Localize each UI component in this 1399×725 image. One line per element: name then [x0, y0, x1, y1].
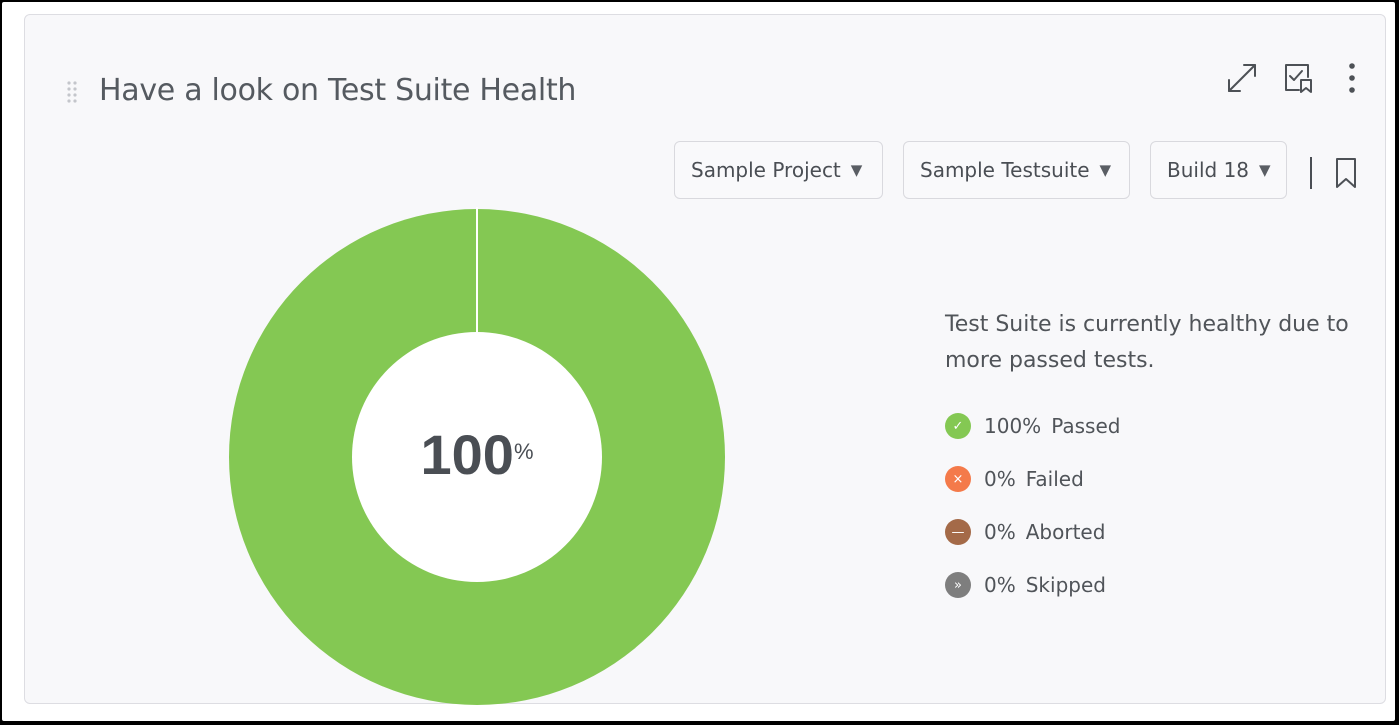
- health-donut-chart: 100%: [229, 207, 725, 705]
- legend-label: Aborted: [1025, 520, 1106, 544]
- legend-pct: 0%: [984, 467, 1016, 491]
- testsuite-dropdown[interactable]: Sample Testsuite ▼: [903, 141, 1130, 199]
- legend-label: Skipped: [1025, 573, 1106, 597]
- expand-icon[interactable]: [1225, 61, 1259, 95]
- health-summary-text: Test Suite is currently healthy due to m…: [945, 312, 1349, 373]
- legend-item-failed: × 0% Failed: [945, 464, 1084, 494]
- svg-text:100%: 100%: [421, 423, 534, 486]
- skipped-chevrons-icon: »: [945, 572, 971, 598]
- legend-item-passed: ✓ 100% Passed: [945, 411, 1120, 441]
- passed-check-icon: ✓: [945, 413, 971, 439]
- legend-pct: 0%: [984, 520, 1016, 544]
- checklist-bookmark-icon[interactable]: [1281, 61, 1315, 95]
- drag-handle-icon[interactable]: [67, 81, 77, 103]
- legend-pct: 100%: [984, 414, 1042, 438]
- toolbar-divider: [1310, 157, 1312, 189]
- project-dropdown[interactable]: Sample Project ▼: [674, 141, 883, 199]
- legend-label: Passed: [1051, 414, 1121, 438]
- testsuite-dropdown-value: Sample Testsuite: [920, 158, 1090, 182]
- donut-center-value: 100: [421, 423, 514, 486]
- chevron-down-icon: ▼: [1099, 161, 1112, 179]
- donut-center-unit: %: [514, 439, 534, 464]
- legend-item-skipped: » 0% Skipped: [945, 570, 1106, 600]
- build-dropdown[interactable]: Build 18 ▼: [1150, 141, 1287, 199]
- more-vertical-icon[interactable]: [1335, 61, 1369, 95]
- donut-hole: [352, 332, 602, 582]
- failed-x-icon: ×: [945, 466, 971, 492]
- legend-item-aborted: — 0% Aborted: [945, 517, 1105, 547]
- project-dropdown-value: Sample Project: [691, 158, 841, 182]
- legend-pct: 0%: [984, 573, 1016, 597]
- chevron-down-icon: ▼: [1259, 161, 1271, 179]
- build-dropdown-value: Build 18: [1167, 158, 1250, 182]
- aborted-minus-icon: —: [945, 519, 971, 545]
- widget-title: Have a look on Test Suite Health: [99, 73, 577, 108]
- legend-label: Failed: [1025, 467, 1084, 491]
- bookmark-icon[interactable]: [1329, 156, 1363, 190]
- chevron-down-icon: ▼: [850, 161, 863, 179]
- widget-card: Have a look on Test Suite Health Sample …: [24, 14, 1386, 705]
